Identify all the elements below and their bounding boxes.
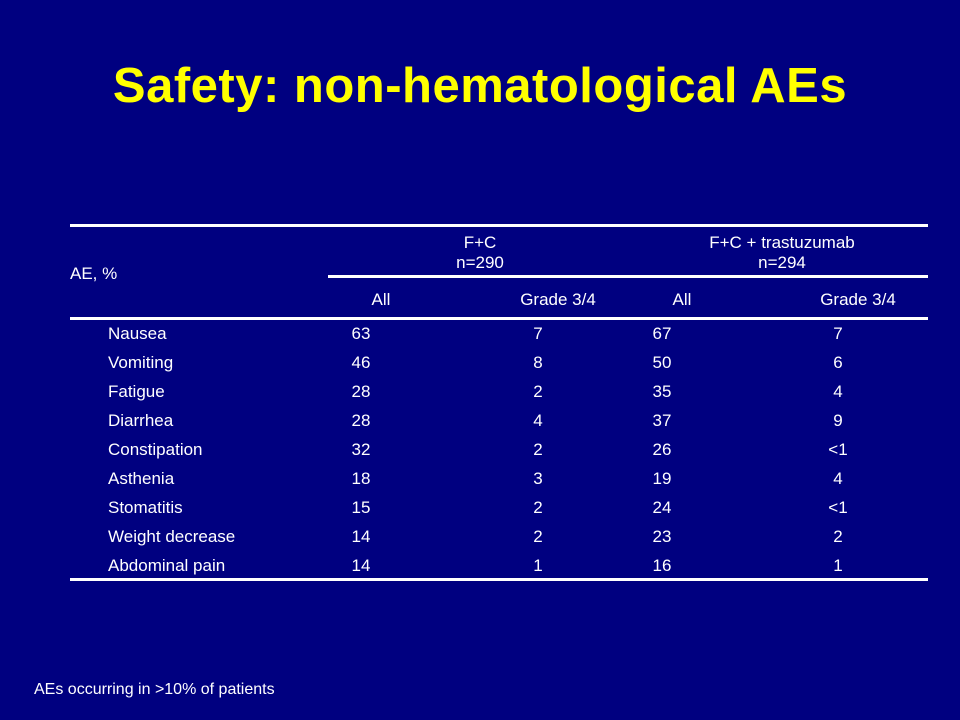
table-row: Asthenia 18 3 19 4 (70, 465, 928, 494)
ae-value: 32 (351, 440, 371, 459)
ae-value: 28 (351, 411, 371, 430)
footnote: AEs occurring in >10% of patients (34, 681, 275, 698)
table-row: Fatigue 28 2 35 4 (70, 378, 928, 407)
ae-value: 19 (652, 469, 672, 488)
group-header-fc: F+C n=290 (330, 233, 630, 273)
ae-name: Constipation (108, 440, 203, 459)
subheader-rule (70, 317, 928, 320)
ae-value: 4 (833, 382, 843, 401)
ae-value: 46 (351, 353, 371, 372)
ae-value: 14 (351, 556, 371, 575)
ae-name: Stomatitis (108, 498, 183, 517)
table-row: Abdominal pain 14 1 16 1 (70, 552, 928, 581)
ae-value: 9 (833, 411, 843, 430)
ae-value: 63 (351, 324, 371, 343)
group-n: n=294 (758, 253, 806, 272)
ae-value: <1 (828, 440, 848, 459)
table-row: Weight decrease 14 2 23 2 (70, 523, 928, 552)
ae-value: 37 (652, 411, 672, 430)
row-header-label: AE, % (70, 264, 118, 283)
table-row: Stomatitis 15 2 24 <1 (70, 494, 928, 523)
ae-value: 7 (533, 324, 543, 343)
group-n: n=290 (456, 253, 504, 272)
ae-value: 7 (833, 324, 843, 343)
ae-value: 16 (652, 556, 672, 575)
subheader-all: All (672, 290, 692, 309)
ae-value: 18 (351, 469, 371, 488)
ae-value: 6 (833, 353, 843, 372)
group-name: F+C (463, 233, 497, 252)
ae-value: 3 (533, 469, 543, 488)
group-header-rule (328, 275, 928, 278)
ae-value: 8 (533, 353, 543, 372)
ae-name: Nausea (108, 324, 167, 343)
table-row: Constipation 32 2 26 <1 (70, 436, 928, 465)
ae-value: 50 (652, 353, 672, 372)
ae-value: 35 (652, 382, 672, 401)
table-row: Vomiting 46 8 50 6 (70, 349, 928, 378)
ae-value: 2 (533, 440, 543, 459)
ae-value: 15 (351, 498, 371, 517)
ae-value: 2 (533, 498, 543, 517)
table-row: Diarrhea 28 4 37 9 (70, 407, 928, 436)
group-name: F+C + trastuzumab (709, 233, 855, 252)
ae-value: 4 (833, 469, 843, 488)
subheader-all: All (371, 290, 391, 309)
subheader-grade34: Grade 3/4 (820, 290, 896, 309)
ae-name: Vomiting (108, 353, 174, 372)
table-top-rule (70, 224, 928, 227)
ae-value: 1 (533, 556, 543, 575)
table-row: Nausea 63 7 67 7 (70, 320, 928, 349)
ae-value: 2 (533, 382, 543, 401)
group-header-fc-trastuzumab: F+C + trastuzumab n=294 (632, 233, 932, 273)
ae-value: 24 (652, 498, 672, 517)
ae-value: 23 (652, 527, 672, 546)
ae-name: Abdominal pain (108, 556, 226, 575)
table-bottom-rule (70, 578, 928, 581)
ae-value: 28 (351, 382, 371, 401)
ae-value: 2 (833, 527, 843, 546)
ae-value: 14 (351, 527, 371, 546)
ae-value: 4 (533, 411, 543, 430)
ae-name: Diarrhea (108, 411, 174, 430)
ae-value: 26 (652, 440, 672, 459)
ae-value: 67 (652, 324, 672, 343)
ae-value: <1 (828, 498, 848, 517)
ae-name: Fatigue (108, 382, 165, 401)
ae-name: Weight decrease (108, 527, 236, 546)
ae-name: Asthenia (108, 469, 175, 488)
ae-value: 2 (533, 527, 543, 546)
slide-title: Safety: non-hematological AEs (112, 59, 848, 113)
subheader-grade34: Grade 3/4 (520, 290, 596, 309)
ae-value: 1 (833, 556, 843, 575)
